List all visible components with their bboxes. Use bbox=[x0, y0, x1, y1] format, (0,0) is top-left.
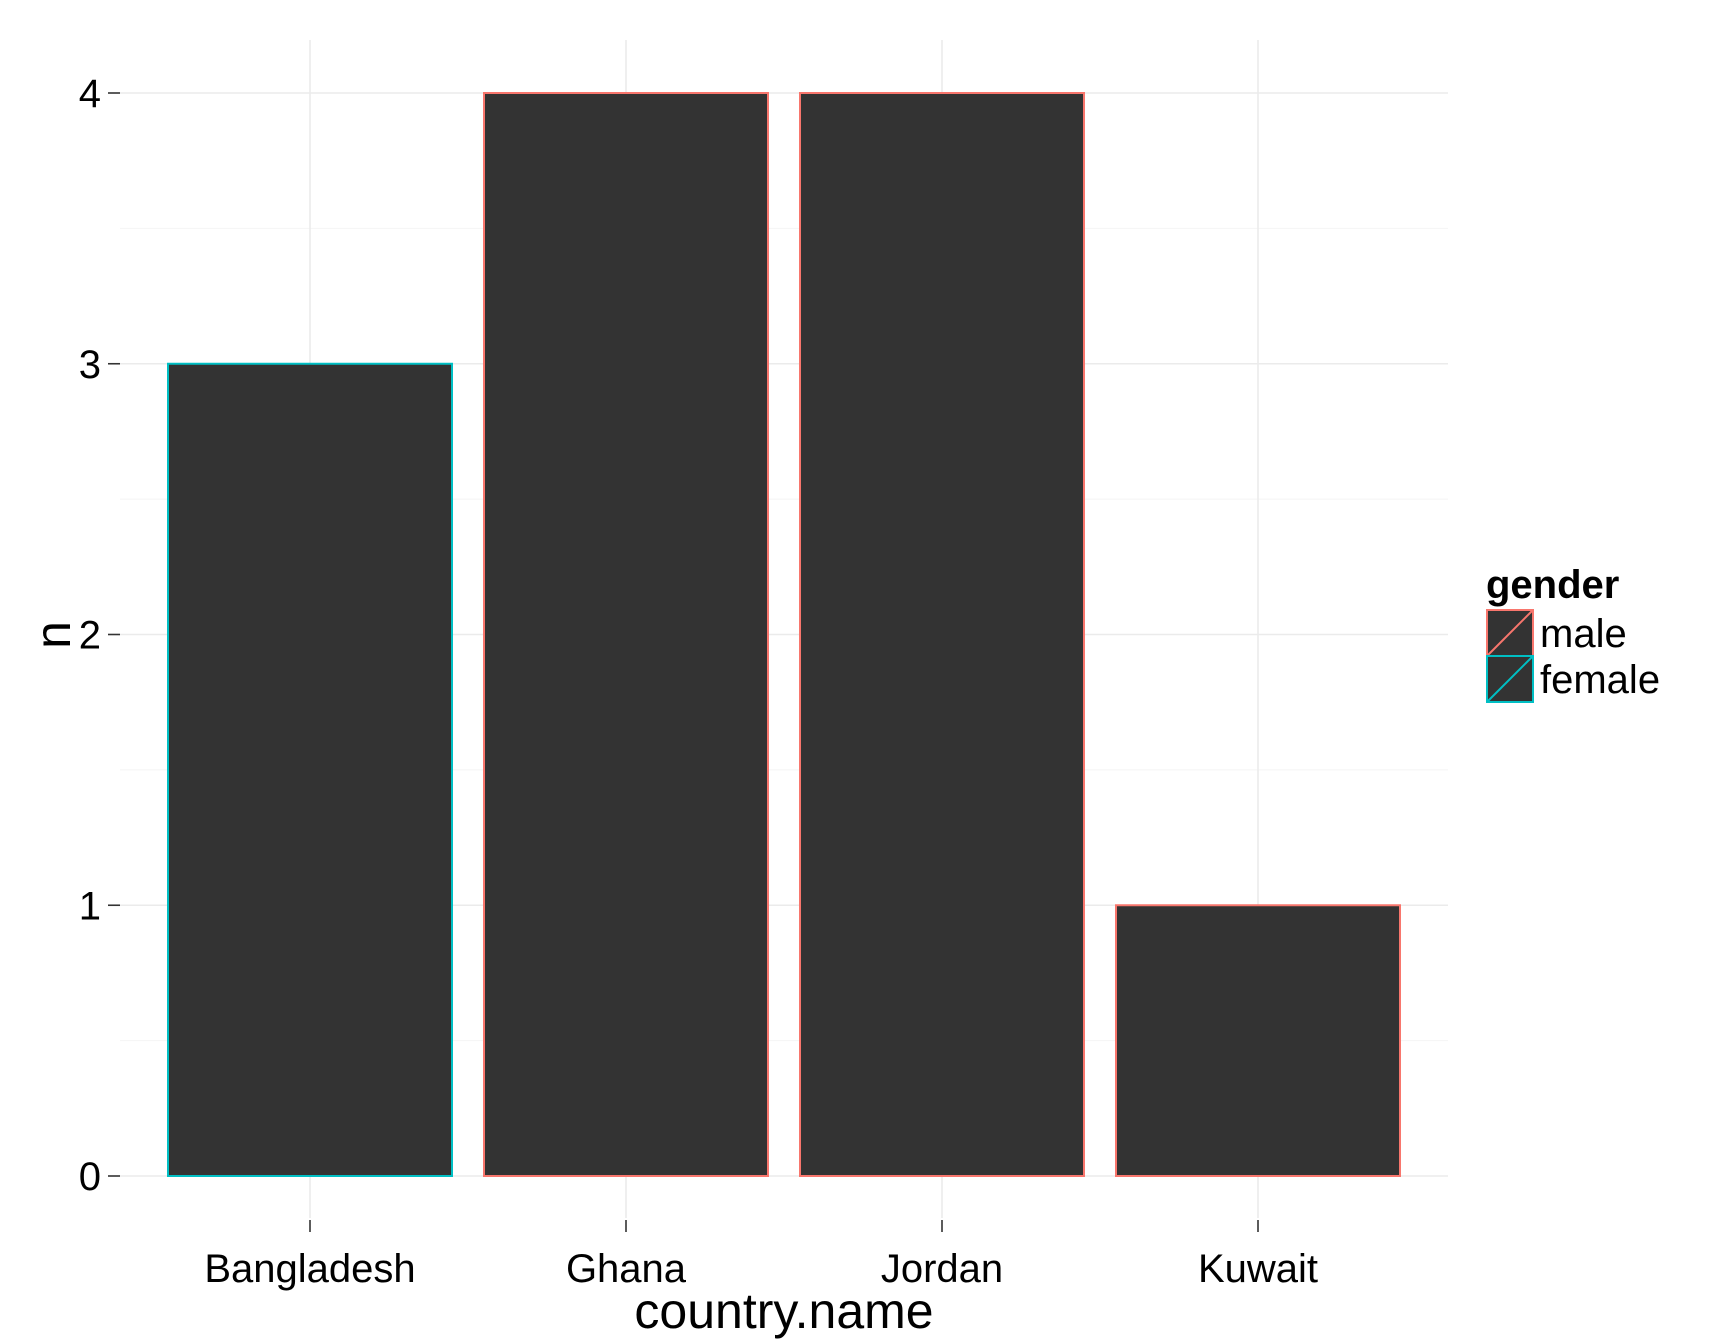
y-axis: 0 1 2 3 4 bbox=[79, 72, 120, 1199]
x-tick-label: Bangladesh bbox=[204, 1247, 415, 1291]
legend-key-diagonal bbox=[1486, 655, 1534, 703]
x-tick-label: Ghana bbox=[566, 1247, 687, 1291]
legend-label-female: female bbox=[1540, 658, 1660, 702]
x-tick-label: Kuwait bbox=[1198, 1247, 1318, 1291]
legend-label-male: male bbox=[1540, 612, 1627, 656]
legend-key-diagonal bbox=[1486, 609, 1534, 657]
y-tick-label: 3 bbox=[79, 343, 101, 387]
y-tick-label: 2 bbox=[79, 614, 101, 658]
y-axis-title: n bbox=[25, 621, 81, 649]
x-axis-title: country.name bbox=[634, 1283, 933, 1339]
y-tick-label: 4 bbox=[79, 72, 101, 116]
x-axis: Bangladesh Ghana Jordan Kuwait bbox=[204, 1220, 1318, 1291]
y-tick-label: 0 bbox=[79, 1155, 101, 1199]
y-tick-label: 1 bbox=[79, 884, 101, 928]
legend-title: gender bbox=[1486, 563, 1619, 607]
bar-jordan bbox=[799, 92, 1085, 1177]
bar-kuwait bbox=[1115, 904, 1401, 1177]
bar-ghana bbox=[483, 92, 769, 1177]
bar-bangladesh bbox=[167, 362, 453, 1177]
x-tick-label: Jordan bbox=[881, 1247, 1003, 1291]
bars bbox=[167, 92, 1401, 1177]
